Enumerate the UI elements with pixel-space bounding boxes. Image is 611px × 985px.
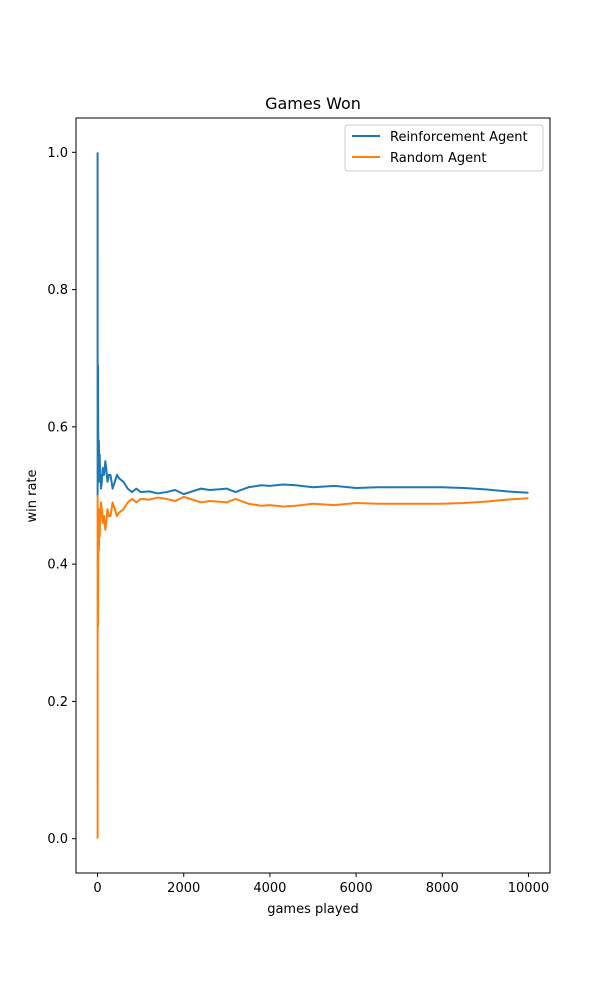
- y-axis-ticks: 0.0 0.2 0.4 0.6 0.8 1.0: [47, 146, 76, 847]
- y-tick-label: 0.6: [47, 420, 68, 435]
- series-line-0: [96, 152, 529, 497]
- x-tick-label: 0: [93, 881, 101, 896]
- series-line-1: [96, 494, 529, 839]
- chart-title: Games Won: [265, 94, 361, 113]
- legend-box: [344, 124, 544, 172]
- plot-frame: [75, 117, 551, 874]
- x-tick-label: 4000: [253, 881, 286, 896]
- y-tick-label: 0.0: [47, 832, 68, 847]
- y-tick-label: 0.2: [47, 695, 68, 710]
- legend-label-random: Random Agent: [390, 151, 486, 166]
- y-tick-label: 0.8: [47, 283, 68, 298]
- x-tick-label: 10000: [508, 881, 549, 896]
- x-tick-label: 6000: [340, 881, 373, 896]
- y-tick-label: 0.4: [47, 558, 68, 573]
- y-tick-label: 1.0: [47, 146, 68, 161]
- x-axis-ticks: 0 2000 4000 6000 8000 10000: [93, 873, 549, 896]
- x-tick-label: 2000: [167, 881, 200, 896]
- legend: Reinforcement Agent Random Agent: [344, 124, 544, 172]
- legend-label-reinforcement: Reinforcement Agent: [390, 130, 528, 145]
- x-tick-label: 8000: [426, 881, 459, 896]
- y-axis-label: win rate: [25, 469, 40, 522]
- x-axis-label: games played: [267, 902, 359, 917]
- plot-lines: [96, 152, 529, 839]
